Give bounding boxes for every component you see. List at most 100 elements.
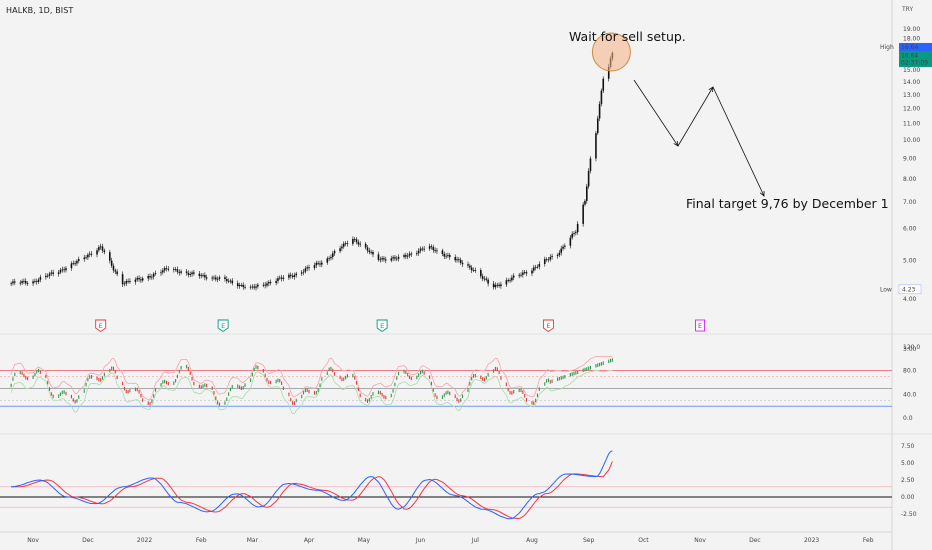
- candle-body: [127, 280, 129, 282]
- candle-body: [467, 264, 469, 266]
- candle-body: [582, 204, 584, 224]
- candle-body: [242, 284, 245, 288]
- candle-body: [236, 283, 239, 287]
- candle-body: [300, 272, 303, 274]
- oscillator-tick-label: 40.0: [903, 391, 917, 398]
- candle-body: [498, 284, 500, 287]
- candle-body: [432, 247, 435, 251]
- oscillator-tick-label: 120.0: [903, 344, 920, 351]
- candle-body: [346, 243, 349, 245]
- candle-body: [65, 268, 67, 271]
- candle-body: [74, 263, 76, 265]
- candle-body: [77, 259, 80, 261]
- candle-body: [587, 170, 590, 187]
- candle-body: [564, 245, 566, 247]
- annotation-layer: [591, 32, 765, 197]
- candle-body: [595, 133, 597, 159]
- candle-body: [72, 263, 75, 265]
- candle-body: [372, 251, 374, 255]
- earnings-event-badge: [542, 319, 554, 333]
- candle-body: [240, 284, 243, 286]
- projection-path-segment: [677, 86, 714, 147]
- time-tick-label: Feb: [196, 537, 207, 544]
- candle-body: [176, 269, 179, 272]
- earnings-event-marker: E: [376, 319, 388, 333]
- last-price-value: 16.64: [901, 52, 918, 59]
- candle-body: [224, 277, 226, 280]
- candle-body: [481, 276, 484, 279]
- earnings-event-label: E: [546, 322, 550, 330]
- candle-body: [88, 253, 91, 255]
- candle-body: [533, 267, 535, 271]
- candle-body: [560, 248, 563, 253]
- candle-body: [551, 256, 553, 258]
- time-tick-label: Mar: [247, 537, 259, 544]
- momentum-slow-line: [11, 461, 613, 520]
- candle-body: [410, 253, 413, 255]
- candle-body: [10, 283, 12, 285]
- candle-body: [575, 232, 577, 234]
- candle-body: [141, 278, 144, 281]
- price-tick-label: 5.00: [903, 257, 917, 264]
- candle-body: [268, 282, 270, 284]
- candle-body: [483, 278, 486, 280]
- low-value: 4.23: [902, 286, 916, 293]
- candle-body: [395, 258, 398, 260]
- candle-body: [116, 271, 118, 275]
- price-tick-label: 13.00: [903, 92, 920, 99]
- candle-body: [152, 273, 155, 277]
- candle-body: [472, 270, 475, 271]
- candle-body: [423, 248, 425, 250]
- candle-body: [500, 284, 502, 287]
- candle-body: [238, 284, 241, 287]
- candle-body: [162, 270, 164, 273]
- time-tick-label: Dec: [749, 537, 761, 544]
- candle-body: [315, 262, 318, 266]
- candle-body: [140, 279, 142, 281]
- oscillator-tick-label: 80.0: [903, 368, 917, 375]
- candle-body: [600, 90, 603, 104]
- candle-body: [109, 252, 111, 261]
- price-tick-label: 12.00: [903, 106, 920, 113]
- candle-body: [216, 278, 219, 280]
- candle-body: [13, 281, 16, 283]
- wait-annotation: Wait for sell setup.: [569, 29, 686, 44]
- candle-body: [549, 257, 552, 260]
- candle-body: [394, 257, 396, 259]
- earnings-event-badge: [695, 319, 706, 332]
- currency-label: TRY: [902, 6, 914, 13]
- candle-body: [304, 268, 307, 272]
- candle-body: [205, 277, 208, 279]
- candle-body: [492, 283, 495, 288]
- time-tick-label: May: [358, 537, 371, 544]
- candle-body: [227, 280, 230, 282]
- candle-body: [589, 158, 592, 171]
- oscillator-lower-band: [10, 370, 613, 415]
- candle-body: [487, 279, 489, 284]
- candle-body: [136, 277, 139, 280]
- candle-body: [178, 271, 181, 273]
- earnings-event-label: E: [698, 322, 702, 330]
- candle-body: [35, 281, 38, 283]
- candle-body: [596, 118, 599, 134]
- earnings-event-label: E: [99, 322, 103, 330]
- candle-body: [397, 256, 400, 259]
- candle-body: [359, 243, 361, 245]
- candle-body: [416, 253, 418, 255]
- candle-body: [204, 275, 206, 278]
- candle-body: [454, 257, 457, 261]
- candle-body: [523, 272, 526, 273]
- candle-body: [525, 272, 528, 274]
- candle-body: [165, 268, 168, 269]
- candle-body: [353, 239, 356, 240]
- candle-body: [364, 243, 367, 248]
- price-tick-label: 11.00: [903, 121, 920, 128]
- time-tick-label: 2022: [137, 537, 152, 544]
- candle-body: [352, 239, 354, 244]
- candle-body: [101, 246, 104, 251]
- candle-body: [308, 267, 310, 269]
- candle-body: [269, 282, 272, 283]
- candle-body: [278, 277, 281, 279]
